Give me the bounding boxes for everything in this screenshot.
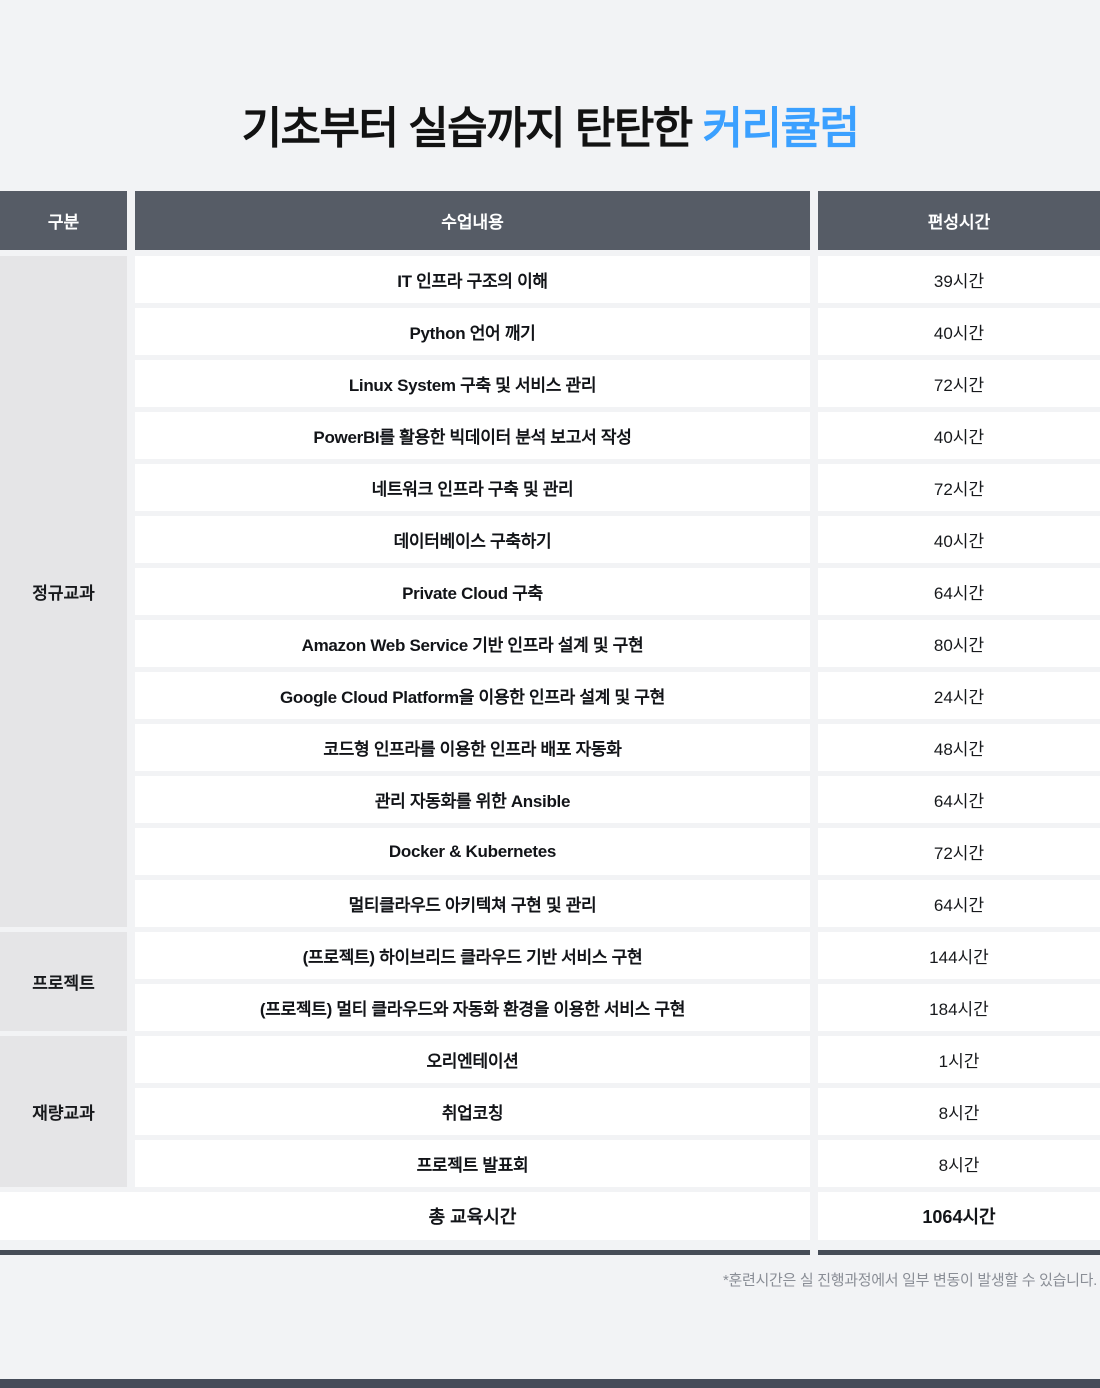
group-cell-regular-course: 정규교과 [0,256,127,927]
bottom-section-edge [0,1379,1100,1388]
hours-cell: 80시간 [818,620,1100,667]
hours-cell: 1시간 [818,1036,1100,1083]
subject-cell: 취업코칭 [135,1088,810,1135]
header-cell-subject: 수업내용 [135,191,810,250]
subject-cell: 오리엔테이션 [135,1036,810,1083]
subject-cell: 프로젝트 발표회 [135,1140,810,1187]
hours-cell: 72시간 [818,360,1100,407]
subject-cell: (프로젝트) 멀티 클라우드와 자동화 환경을 이용한 서비스 구현 [135,984,810,1031]
hours-cell: 40시간 [818,516,1100,563]
group-cell-project-course: 프로젝트 [0,932,127,1031]
subject-cell: 관리 자동화를 위한 Ansible [135,776,810,823]
subject-cell: (프로젝트) 하이브리드 클라우드 기반 서비스 구현 [135,932,810,979]
subject-cell: 데이터베이스 구축하기 [135,516,810,563]
subject-cell: Docker & Kubernetes [135,828,810,875]
hours-cell: 39시간 [818,256,1100,303]
subject-cell: IT 인프라 구조의 이해 [135,256,810,303]
header-cell-category: 구분 [0,191,127,250]
subject-cell: Private Cloud 구축 [135,568,810,615]
page-title-text: 기초부터 실습까지 탄탄한 [241,104,703,153]
page-title: 기초부터 실습까지 탄탄한 커리큘럼 [0,0,1100,153]
subject-cell: Google Cloud Platform을 이용한 인프라 설계 및 구현 [135,672,810,719]
total-label-cell: 총 교육시간 [0,1192,810,1240]
bottom-divider-left [0,1250,810,1255]
hours-cell: 144시간 [818,932,1100,979]
hours-cell: 64시간 [818,568,1100,615]
footnote-text: *훈련시간은 실 진행과정에서 일부 변동이 발생할 수 있습니다. [723,1272,1097,1289]
hours-cell: 64시간 [818,776,1100,823]
subject-cell: Linux System 구축 및 서비스 관리 [135,360,810,407]
bottom-divider [0,1250,1100,1255]
table-header-row: 구분 수업내용 편성시간 [0,191,1100,250]
hours-cell: 8시간 [818,1140,1100,1187]
hours-cell: 184시간 [818,984,1100,1031]
hours-cell: 72시간 [818,464,1100,511]
hours-cell: 8시간 [818,1088,1100,1135]
subject-cell: PowerBI를 활용한 빅데이터 분석 보고서 작성 [135,412,810,459]
hours-cell: 40시간 [818,412,1100,459]
subject-cell: Python 언어 깨기 [135,308,810,355]
subject-cell: Amazon Web Service 기반 인프라 설계 및 구현 [135,620,810,667]
header-cell-hours: 편성시간 [818,191,1100,250]
total-row: 총 교육시간 1064시간 [0,1192,1100,1240]
page-title-accent: 커리큘럼 [702,104,860,153]
subject-cell: 멀티클라우드 아키텍쳐 구현 및 관리 [135,880,810,927]
hours-cell: 24시간 [818,672,1100,719]
hours-cell: 64시간 [818,880,1100,927]
curriculum-grid: 정규교과 IT 인프라 구조의 이해 39시간 Python 언어 깨기 40시간 Lin… [0,256,1100,1187]
group-cell-discretionary-course: 재량교과 [0,1036,127,1187]
subject-cell: 네트워크 인프라 구축 및 관리 [135,464,810,511]
subject-cell: 코드형 인프라를 이용한 인프라 배포 자동화 [135,724,810,771]
hours-cell: 72시간 [818,828,1100,875]
hours-cell: 48시간 [818,724,1100,771]
total-value-cell: 1064시간 [818,1192,1100,1240]
bottom-divider-right [818,1250,1100,1255]
hours-cell: 40시간 [818,308,1100,355]
